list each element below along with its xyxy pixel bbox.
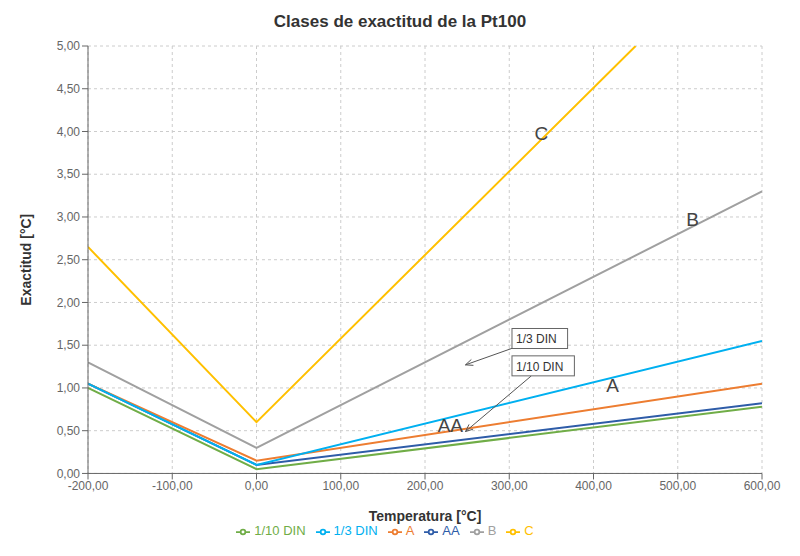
- svg-text:4,50: 4,50: [57, 82, 81, 96]
- svg-text:500,00: 500,00: [659, 479, 696, 493]
- svg-text:1/10 DIN: 1/10 DIN: [516, 360, 563, 374]
- html-text:A: A: [405, 523, 415, 539]
- svg-text:2,00: 2,00: [57, 296, 81, 310]
- svg-text:300,00: 300,00: [491, 479, 528, 493]
- svg-text:AA: AA: [438, 415, 464, 436]
- svg-text:0,50: 0,50: [57, 424, 81, 438]
- svg-text:Exactitud [°C]: Exactitud [°C]: [18, 214, 34, 306]
- svg-text:-200,00: -200,00: [68, 479, 109, 493]
- svg-text:2,50: 2,50: [57, 253, 81, 267]
- svg-text:-100,00: -100,00: [152, 479, 193, 493]
- html-text:AA: AA: [442, 523, 460, 539]
- svg-text:1/3 DIN: 1/3 DIN: [516, 332, 557, 346]
- html-text:Clases de exactitud de la Pt10: Clases de exactitud de la Pt100: [273, 12, 527, 31]
- svg-text:B: B: [686, 209, 699, 230]
- html-text:1/3 DIN: 1/3 DIN: [333, 523, 378, 539]
- svg-text:3,50: 3,50: [57, 167, 81, 181]
- svg-text:4,00: 4,00: [57, 125, 81, 139]
- html-text:1/10 DIN: 1/10 DIN: [254, 523, 306, 539]
- svg-text:400,00: 400,00: [575, 479, 612, 493]
- html-text:B: B: [487, 523, 497, 539]
- svg-text:0,00: 0,00: [57, 467, 81, 481]
- svg-text:100,00: 100,00: [322, 479, 359, 493]
- svg-text:600,00: 600,00: [744, 479, 781, 493]
- svg-text:Temperatura [°C]: Temperatura [°C]: [369, 508, 482, 524]
- svg-text:3,00: 3,00: [57, 210, 81, 224]
- svg-text:1,50: 1,50: [57, 338, 81, 352]
- svg-text:1,00: 1,00: [57, 381, 81, 395]
- svg-text:5,00: 5,00: [57, 39, 81, 53]
- svg-text:0,00: 0,00: [245, 479, 269, 493]
- html-text:C: C: [524, 523, 534, 539]
- svg-text:C: C: [535, 123, 549, 144]
- svg-text:A: A: [606, 375, 619, 396]
- svg-text:200,00: 200,00: [407, 479, 444, 493]
